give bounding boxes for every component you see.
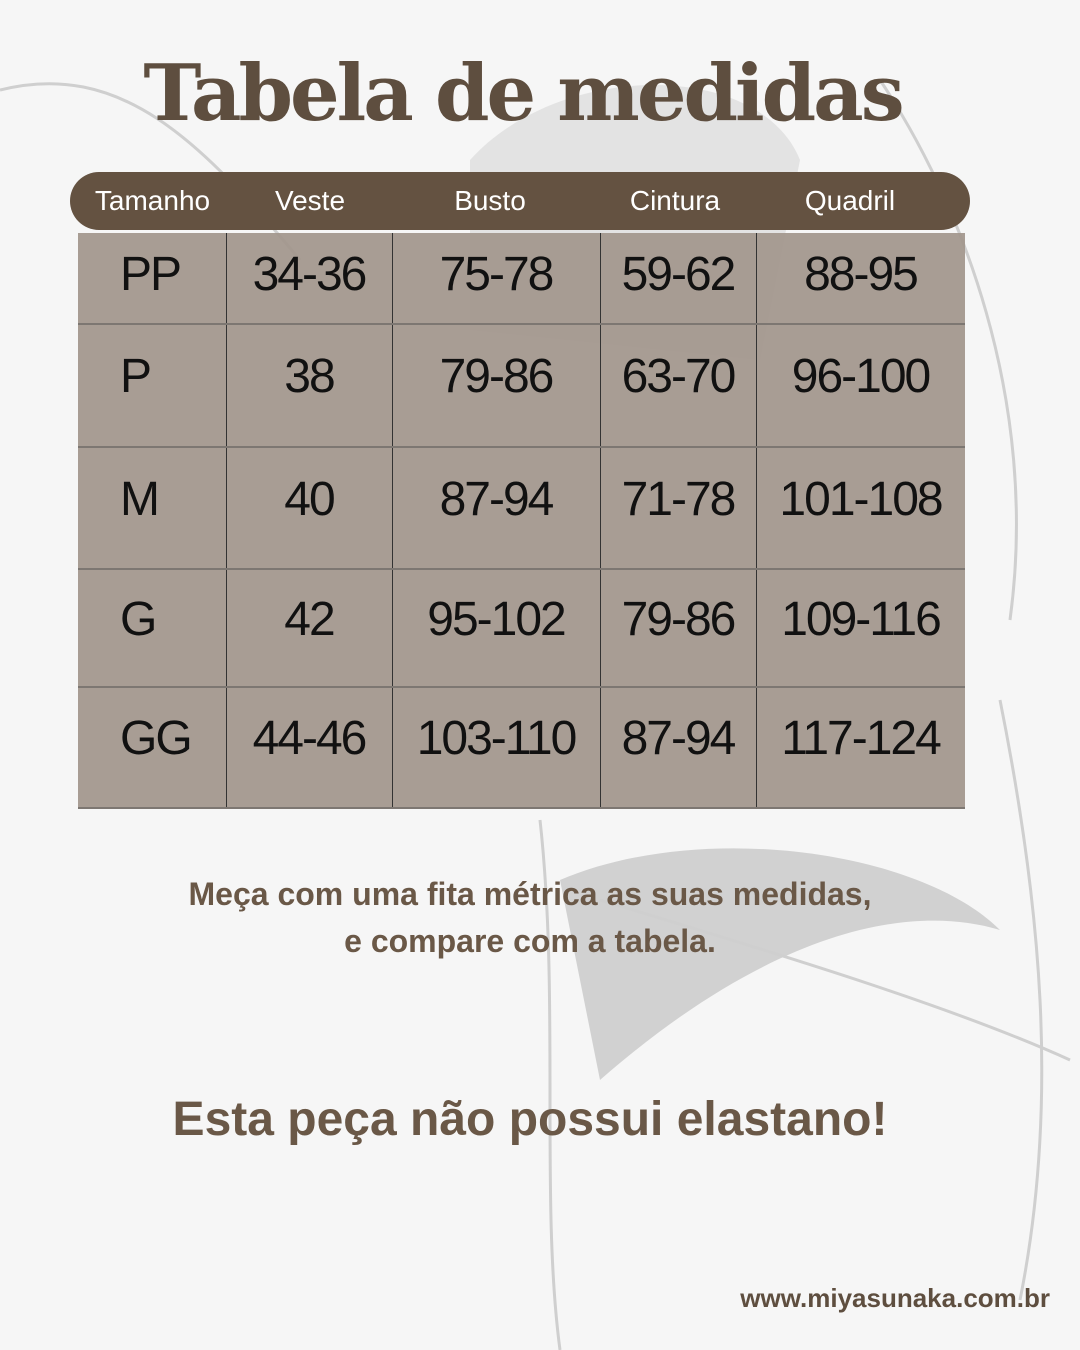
measurement-cell: 63-70 [621, 350, 737, 403]
measurement-cell: 87-94 [439, 472, 555, 526]
measurement-cell: 95-102 [427, 592, 566, 646]
row-divider [78, 807, 965, 809]
table-header: Tamanho Veste Busto Cintura Quadril [70, 172, 970, 230]
size-label-cell: GG [120, 712, 193, 765]
measurement-cell: 75-78 [439, 247, 555, 301]
page-title: Tabela de medidas [143, 48, 904, 139]
measurement-cell: 40 [284, 472, 335, 526]
column-header: Busto [454, 185, 526, 216]
measurement-cell: 101-108 [779, 472, 943, 526]
measurement-cell: 79-86 [439, 350, 555, 403]
column-header: Quadril [804, 185, 896, 216]
row-divider [78, 446, 965, 448]
size-table: PP 34-36 75-78 59-62 88-95 P 38 79-86 63-70 96-10… [78, 233, 965, 809]
measurement-cell: 87-94 [621, 712, 737, 765]
measurement-cell: 71-78 [621, 472, 737, 526]
column-divider [392, 233, 393, 809]
instruction-line-2: e compare com a tabela. [344, 923, 716, 959]
column-divider [226, 233, 227, 809]
measurement-cell: 59-62 [621, 247, 737, 301]
column-header: Tamanho [94, 185, 211, 216]
column-header: Cintura [629, 185, 721, 216]
measurement-cell: 103-110 [416, 712, 578, 765]
column-header: Veste [274, 185, 346, 216]
column-divider [600, 233, 601, 809]
measurement-cell: 44-46 [252, 712, 368, 765]
website-link[interactable]: www.miyasunaka.com.br [740, 1283, 1050, 1313]
row-divider [78, 323, 965, 325]
measurement-cell: 88-95 [804, 247, 919, 301]
measurement-cell: 117-124 [781, 712, 942, 765]
size-label-cell: M [120, 472, 160, 526]
measurement-cell: 42 [284, 592, 335, 646]
size-label-cell: PP [120, 247, 182, 301]
instruction-line-1: Meça com uma fita métrica as suas medida… [188, 876, 872, 912]
size-label-cell: P [120, 350, 152, 403]
column-divider [756, 233, 757, 809]
elastane-notice: Esta peça não possui elastano! [172, 1093, 888, 1146]
row-divider [78, 686, 965, 688]
measurement-cell: 109-116 [781, 592, 942, 646]
size-label-cell: G [120, 592, 157, 646]
measurement-cell: 79-86 [621, 592, 737, 646]
measurement-cell: 38 [284, 350, 335, 403]
measurement-cell: 34-36 [252, 247, 368, 301]
row-divider [78, 568, 965, 570]
measurement-cell: 96-100 [791, 350, 931, 403]
